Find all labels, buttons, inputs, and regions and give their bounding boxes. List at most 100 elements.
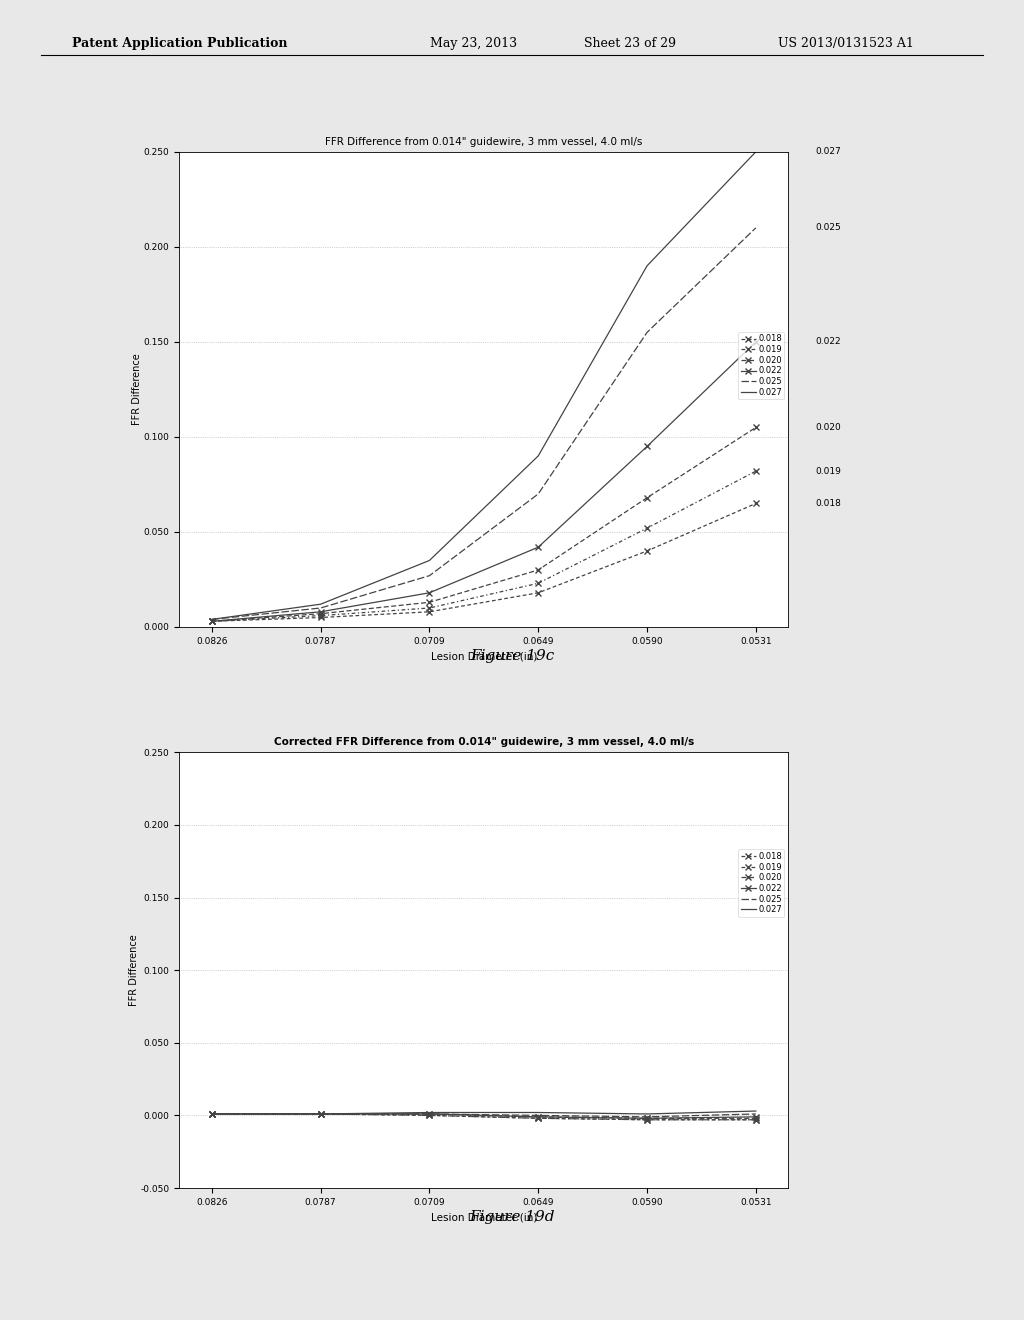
0.020 — [532, 562, 545, 578]
0.022 — [641, 438, 653, 454]
0.022 — [423, 1106, 435, 1122]
0.019 — [750, 1111, 762, 1127]
0.020 — [750, 420, 762, 436]
0.025 — [750, 1106, 762, 1122]
Text: 0.027: 0.027 — [816, 148, 842, 156]
0.025 — [206, 611, 218, 627]
0.022 — [641, 1110, 653, 1126]
0.025 — [206, 1106, 218, 1122]
0.027 — [206, 611, 218, 627]
0.019 — [750, 463, 762, 479]
0.027 — [532, 447, 545, 463]
Line: 0.025: 0.025 — [212, 1114, 756, 1117]
0.022 — [532, 540, 545, 556]
0.027 — [206, 1106, 218, 1122]
0.020 — [423, 1106, 435, 1122]
Text: Figure 19d: Figure 19d — [469, 1210, 555, 1225]
Line: 0.020: 0.020 — [209, 1111, 759, 1121]
0.020 — [641, 490, 653, 506]
0.025 — [314, 601, 327, 616]
0.025 — [750, 220, 762, 236]
0.019 — [423, 1107, 435, 1123]
0.025 — [641, 1109, 653, 1125]
Line: 0.019: 0.019 — [209, 469, 759, 624]
Title: FFR Difference from 0.014" guidewire, 3 mm vessel, 4.0 ml/s: FFR Difference from 0.014" guidewire, 3 … — [326, 137, 642, 147]
0.018 — [750, 1111, 762, 1127]
0.025 — [314, 1106, 327, 1122]
0.022 — [206, 614, 218, 630]
0.022 — [532, 1109, 545, 1125]
0.018 — [423, 1107, 435, 1123]
Line: 0.018: 0.018 — [209, 1111, 759, 1122]
0.020 — [532, 1109, 545, 1125]
0.019 — [641, 1111, 653, 1127]
0.019 — [641, 520, 653, 536]
0.018 — [641, 543, 653, 558]
Line: 0.022: 0.022 — [209, 339, 759, 624]
Line: 0.019: 0.019 — [209, 1111, 759, 1122]
0.022 — [750, 334, 762, 350]
0.019 — [532, 1110, 545, 1126]
0.027 — [314, 597, 327, 612]
Title: Corrected FFR Difference from 0.014" guidewire, 3 mm vessel, 4.0 ml/s: Corrected FFR Difference from 0.014" gui… — [273, 738, 694, 747]
Line: 0.027: 0.027 — [212, 152, 756, 619]
Y-axis label: FFR Difference: FFR Difference — [132, 354, 142, 425]
Text: 0.022: 0.022 — [816, 338, 842, 346]
0.025 — [423, 1106, 435, 1122]
Text: 0.018: 0.018 — [816, 499, 842, 508]
0.018 — [532, 1110, 545, 1126]
0.018 — [641, 1111, 653, 1127]
0.018 — [532, 585, 545, 601]
Y-axis label: FFR Difference: FFR Difference — [129, 935, 139, 1006]
0.020 — [641, 1110, 653, 1126]
X-axis label: Lesion Diameter (in): Lesion Diameter (in) — [431, 651, 537, 661]
0.019 — [314, 607, 327, 623]
0.025 — [532, 486, 545, 502]
Text: 0.020: 0.020 — [816, 422, 842, 432]
0.019 — [206, 614, 218, 630]
Text: 0.019: 0.019 — [816, 467, 842, 475]
0.019 — [206, 1106, 218, 1122]
0.022 — [314, 1106, 327, 1122]
0.027 — [423, 1105, 435, 1121]
0.020 — [206, 614, 218, 630]
0.027 — [641, 257, 653, 273]
0.025 — [532, 1107, 545, 1123]
Text: US 2013/0131523 A1: US 2013/0131523 A1 — [778, 37, 914, 50]
0.018 — [314, 1106, 327, 1122]
Text: Sheet 23 of 29: Sheet 23 of 29 — [584, 37, 676, 50]
0.018 — [423, 603, 435, 619]
Line: 0.025: 0.025 — [212, 228, 756, 619]
0.022 — [423, 585, 435, 601]
Text: Patent Application Publication: Patent Application Publication — [72, 37, 287, 50]
0.027 — [750, 144, 762, 160]
Line: 0.020: 0.020 — [209, 425, 759, 624]
0.027 — [532, 1105, 545, 1121]
0.020 — [423, 594, 435, 610]
0.025 — [641, 325, 653, 341]
0.027 — [314, 1106, 327, 1122]
Text: May 23, 2013: May 23, 2013 — [430, 37, 517, 50]
0.027 — [423, 553, 435, 569]
Legend: 0.018, 0.019, 0.020, 0.022, 0.025, 0.027: 0.018, 0.019, 0.020, 0.022, 0.025, 0.027 — [738, 331, 784, 400]
0.018 — [314, 610, 327, 626]
0.020 — [314, 1106, 327, 1122]
0.022 — [314, 603, 327, 619]
0.019 — [314, 1106, 327, 1122]
0.020 — [750, 1110, 762, 1126]
Line: 0.022: 0.022 — [209, 1111, 759, 1121]
0.019 — [532, 576, 545, 591]
X-axis label: Lesion Diameter (in): Lesion Diameter (in) — [431, 1212, 537, 1222]
0.020 — [314, 606, 327, 622]
0.022 — [750, 1109, 762, 1125]
Line: 0.027: 0.027 — [212, 1111, 756, 1114]
0.019 — [423, 601, 435, 616]
Legend: 0.018, 0.019, 0.020, 0.022, 0.025, 0.027: 0.018, 0.019, 0.020, 0.022, 0.025, 0.027 — [738, 849, 784, 917]
Text: 0.025: 0.025 — [816, 223, 842, 232]
Line: 0.018: 0.018 — [209, 500, 759, 624]
0.027 — [641, 1106, 653, 1122]
0.020 — [206, 1106, 218, 1122]
Text: Figure 19c: Figure 19c — [470, 649, 554, 664]
0.027 — [750, 1104, 762, 1119]
0.018 — [206, 614, 218, 630]
